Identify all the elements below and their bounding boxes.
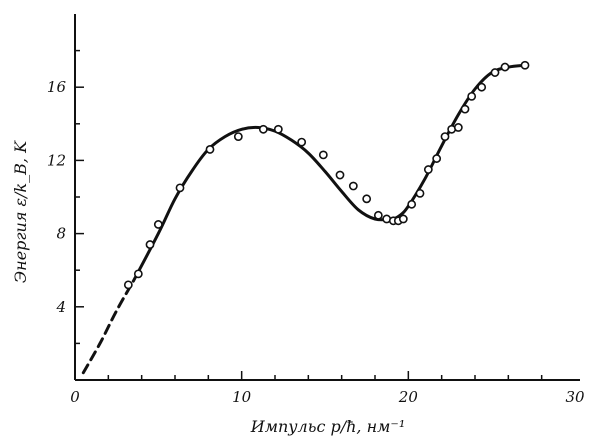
- data-point: [318, 150, 328, 160]
- x-tick-label: 20: [398, 388, 419, 406]
- y-tick-label: 12: [47, 151, 66, 169]
- data-point: [500, 62, 510, 72]
- extrapolation-dashed-line: [81, 279, 135, 375]
- data-point: [467, 91, 477, 101]
- curves: [81, 63, 527, 375]
- data-point: [490, 68, 500, 77]
- data-point: [273, 124, 283, 134]
- x-tick-label: 30: [565, 388, 585, 406]
- data-point: [373, 210, 383, 220]
- data-point: [423, 165, 433, 174]
- y-tick-label: 4: [55, 298, 66, 316]
- y-tick-label: 8: [56, 225, 66, 243]
- x-axis-label: Импульс p/ħ, нм⁻¹: [250, 417, 406, 436]
- data-point: [453, 123, 463, 132]
- data-point: [398, 214, 408, 224]
- data-points: [123, 60, 530, 290]
- tick-labels: 0 10 20 30 4 8 12 16: [47, 78, 585, 406]
- dispersion-curve: [131, 63, 527, 283]
- data-point: [297, 137, 307, 147]
- y-axis-label: Энергия ε/k_B, K: [11, 140, 30, 283]
- ticks: [75, 49, 543, 380]
- data-point: [440, 132, 450, 142]
- data-point: [233, 132, 243, 142]
- data-point: [258, 124, 268, 134]
- data-point: [477, 82, 487, 92]
- data-point: [153, 220, 163, 229]
- data-point: [133, 269, 143, 279]
- x-tick-label: 0: [70, 388, 80, 406]
- data-point: [335, 170, 345, 180]
- data-point: [460, 104, 470, 114]
- data-point: [407, 199, 417, 209]
- data-point: [432, 154, 442, 163]
- data-point: [175, 183, 185, 193]
- y-tick-label: 16: [47, 78, 67, 96]
- data-point: [362, 194, 372, 204]
- data-point: [145, 240, 155, 249]
- data-point: [205, 145, 215, 154]
- data-point: [415, 188, 425, 198]
- x-tick-label: 10: [232, 388, 252, 406]
- data-point: [123, 280, 133, 290]
- data-point: [520, 60, 530, 70]
- data-point: [348, 181, 358, 191]
